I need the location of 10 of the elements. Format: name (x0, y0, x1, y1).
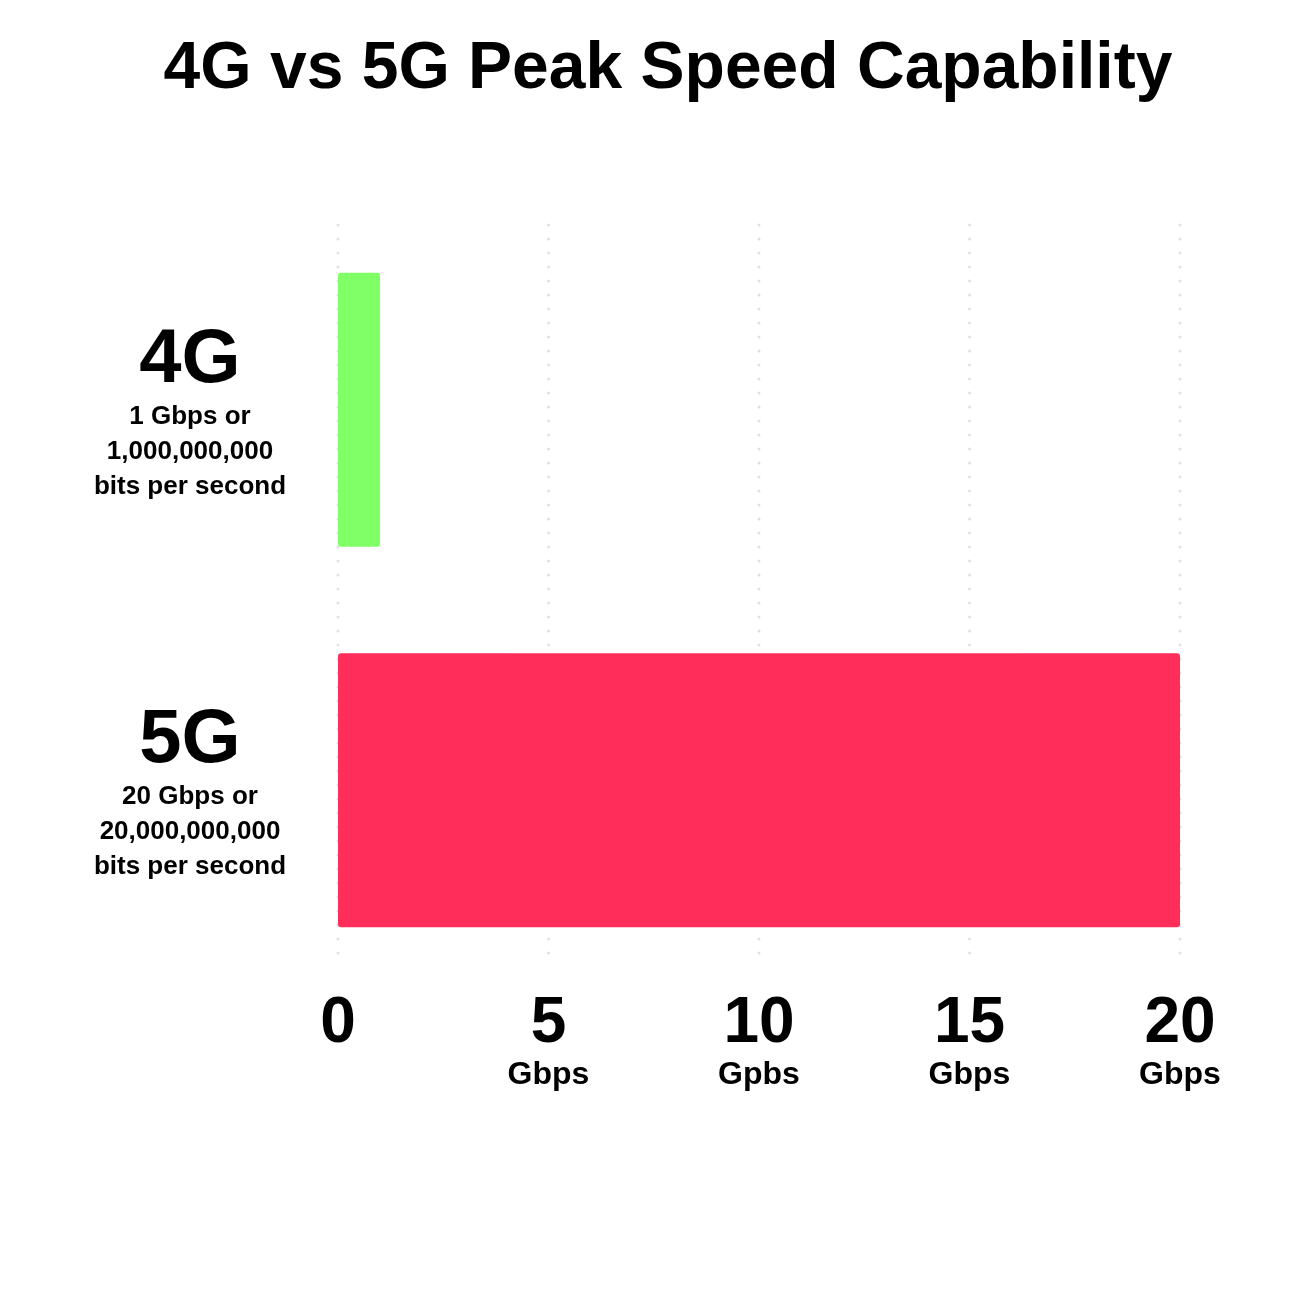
data-label: 20 Gbps or 20,000,000,000 bits per second (93, 780, 287, 881)
x-tick-label: 5 Gbps (507, 984, 590, 1091)
x-tick-label: 15 Gbps (928, 984, 1011, 1091)
data-label: 1 Gbps or 1,000,000,000 bits per second (93, 399, 287, 500)
y-tick-label: 4G (139, 312, 241, 398)
x-tick-label: 20 Gbps (1139, 984, 1221, 1091)
x-tick-label: 0 (320, 984, 356, 1056)
y-tick-label: 5G (139, 693, 241, 779)
chart-title: 4G vs 5G Peak Speed Capability (163, 28, 1173, 102)
x-tick-label: 10 Gpbs (718, 984, 800, 1091)
